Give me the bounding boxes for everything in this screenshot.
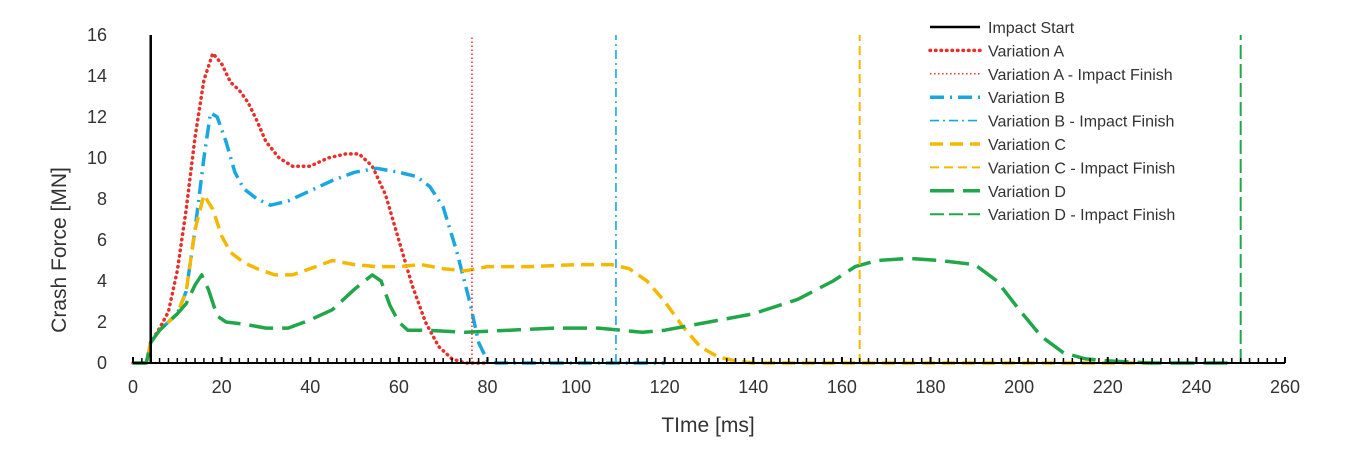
y-axis-title: Crash Force [MN]	[48, 167, 71, 333]
legend-label: Variation B - Impact Finish	[988, 114, 1174, 131]
legend-label: Variation B	[988, 90, 1065, 107]
y-tick-label: 4	[97, 271, 107, 291]
y-tick-label: 0	[97, 353, 107, 373]
x-tick-label: 20	[212, 377, 232, 397]
legend-item-variation-c: Variation C	[930, 137, 1066, 154]
x-tick-label: 40	[300, 377, 320, 397]
x-tick-label: 60	[389, 377, 409, 397]
x-tick-label: 120	[650, 377, 680, 397]
legend-item-variation-d-impact-finish: Variation D - Impact Finish	[930, 207, 1175, 224]
y-tick-label: 14	[87, 66, 107, 86]
legend-item-variation-a: Variation A	[928, 43, 1065, 60]
y-tick-label: 12	[87, 107, 107, 127]
plot-series	[131, 35, 1242, 365]
series-variation-a	[131, 51, 490, 365]
y-tick-label: 2	[97, 312, 107, 332]
axes: 0 20 40 60 80 100 120 140 160 180 200 220 240 260 0 2 4 6…	[87, 25, 1300, 397]
x-axis-title: TIme [ms]	[661, 414, 754, 437]
series-variation-c	[133, 193, 1153, 365]
series-variation-d	[133, 256, 1237, 365]
legend-item-variation-c-impact-finish: Variation C - Impact Finish	[930, 160, 1175, 177]
legend-item-variation-b-impact-finish: Variation B - Impact Finish	[930, 114, 1174, 131]
y-tick-label: 6	[97, 230, 107, 250]
y-tick-label: 8	[97, 189, 107, 209]
x-tick-label: 240	[1181, 377, 1211, 397]
legend-label: Variation D	[988, 184, 1066, 201]
legend-label: Impact Start	[988, 20, 1075, 37]
legend-item-variation-b: Variation B	[930, 90, 1065, 107]
legend-label: Variation D - Impact Finish	[988, 207, 1175, 224]
x-tick-label: 80	[477, 377, 497, 397]
y-tick-label: 10	[87, 148, 107, 168]
legend-label: Variation C	[988, 137, 1066, 154]
x-tick-label: 160	[827, 377, 857, 397]
x-tick-label: 140	[738, 377, 768, 397]
x-tick-label: 260	[1270, 377, 1300, 397]
x-tick-label: 180	[916, 377, 946, 397]
x-tick-label: 100	[561, 377, 591, 397]
x-tick-label: 200	[1004, 377, 1034, 397]
y-tick-label: 16	[87, 25, 107, 45]
legend: Impact Start Variation A Variation A - Imp…	[928, 20, 1175, 224]
x-tick-label: 0	[128, 377, 138, 397]
legend-item-impact-start: Impact Start	[930, 20, 1075, 37]
legend-item-variation-a-impact-finish: Variation A - Impact Finish	[930, 67, 1173, 84]
legend-item-variation-d: Variation D	[930, 184, 1066, 201]
x-tick-label: 220	[1093, 377, 1123, 397]
legend-label: Variation A	[988, 43, 1065, 60]
legend-label: Variation A - Impact Finish	[988, 67, 1173, 84]
legend-label: Variation C - Impact Finish	[988, 160, 1175, 177]
